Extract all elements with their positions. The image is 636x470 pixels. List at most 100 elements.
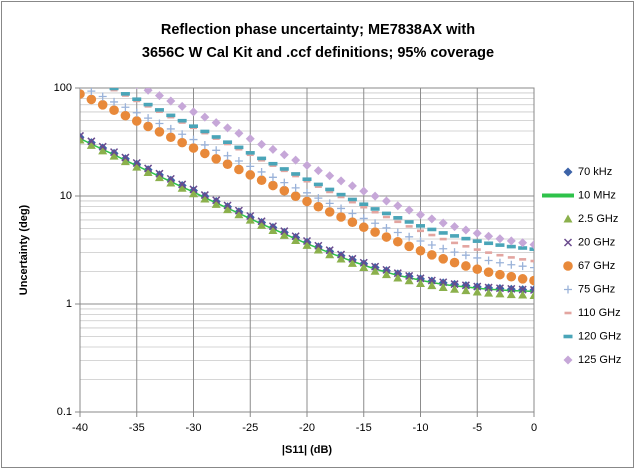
legend-swatch: [563, 167, 573, 177]
marker: [450, 284, 460, 293]
marker: [417, 229, 424, 233]
marker: [109, 105, 119, 115]
marker: [495, 258, 504, 267]
marker: [120, 157, 130, 166]
marker: [87, 137, 96, 146]
marker: [212, 196, 221, 205]
marker: [234, 206, 243, 215]
marker: [451, 241, 459, 245]
marker: [154, 108, 164, 112]
marker: [223, 151, 232, 160]
marker: [154, 127, 165, 137]
marker: [348, 254, 357, 263]
marker: [472, 264, 483, 275]
marker: [234, 156, 243, 165]
marker: [143, 121, 153, 132]
x-tick-label: -10: [413, 422, 429, 434]
marker: [246, 162, 255, 171]
marker: [155, 119, 164, 128]
marker: [302, 177, 312, 182]
marker: [325, 246, 334, 255]
marker: [495, 284, 504, 293]
marker: [393, 228, 402, 237]
marker: [80, 131, 85, 140]
marker: [155, 169, 164, 178]
marker: [200, 191, 209, 200]
legend-swatch: [563, 261, 573, 271]
marker: [211, 154, 221, 164]
x-tick-label: 0: [531, 422, 537, 434]
legend-swatch: [563, 355, 573, 365]
marker: [461, 236, 471, 241]
marker: [371, 262, 380, 271]
marker: [177, 101, 187, 111]
marker: [313, 245, 323, 254]
marker: [245, 134, 255, 144]
marker: [178, 130, 187, 139]
marker: [427, 276, 436, 285]
marker: [166, 96, 176, 106]
marker: [200, 194, 210, 203]
marker: [154, 173, 164, 182]
marker: [404, 241, 414, 252]
marker: [178, 180, 187, 189]
marker: [325, 187, 335, 192]
marker: [98, 146, 108, 155]
legend-swatch: [563, 214, 573, 223]
marker: [256, 175, 267, 186]
marker: [529, 240, 534, 250]
marker: [279, 185, 290, 196]
y-tick-label: 100: [54, 82, 72, 94]
marker: [495, 234, 505, 244]
marker: [155, 110, 163, 114]
marker: [405, 225, 413, 228]
marker: [223, 123, 233, 133]
marker: [381, 232, 392, 242]
marker: [98, 142, 107, 151]
chart-title: Reflection phase uncertainty; ME7838AX w…: [161, 22, 475, 38]
marker: [325, 199, 334, 208]
marker: [212, 146, 221, 155]
marker: [495, 269, 505, 280]
marker: [450, 234, 460, 238]
marker: [518, 290, 528, 299]
marker: [382, 215, 390, 219]
marker: [393, 201, 403, 211]
x-tick-label: -35: [129, 422, 145, 434]
marker: [495, 289, 505, 298]
marker: [506, 236, 516, 246]
marker: [292, 174, 300, 178]
x-tick-label: -40: [72, 422, 88, 434]
marker: [370, 266, 380, 275]
marker: [370, 191, 380, 201]
marker: [484, 288, 494, 297]
marker: [473, 253, 482, 262]
marker: [280, 227, 289, 236]
marker: [269, 164, 277, 167]
marker: [234, 128, 244, 138]
marker: [337, 204, 346, 213]
marker: [529, 247, 534, 251]
marker: [484, 231, 494, 241]
marker: [348, 200, 356, 204]
marker: [416, 237, 425, 246]
marker: [439, 237, 447, 241]
x-tick-label: -20: [299, 422, 315, 434]
marker: [495, 243, 505, 247]
marker: [404, 276, 414, 285]
marker: [507, 256, 515, 259]
marker: [132, 97, 142, 102]
marker: [472, 287, 482, 296]
marker: [80, 135, 85, 144]
marker: [324, 207, 335, 217]
marker: [189, 185, 198, 194]
chart-title: 3656C W Cal Kit and .ccf definitions; 95…: [142, 45, 494, 61]
marker: [472, 228, 482, 238]
marker: [394, 220, 402, 224]
marker: [314, 241, 323, 250]
x-tick-label: -5: [472, 422, 482, 434]
marker: [302, 236, 312, 246]
marker: [279, 230, 289, 239]
